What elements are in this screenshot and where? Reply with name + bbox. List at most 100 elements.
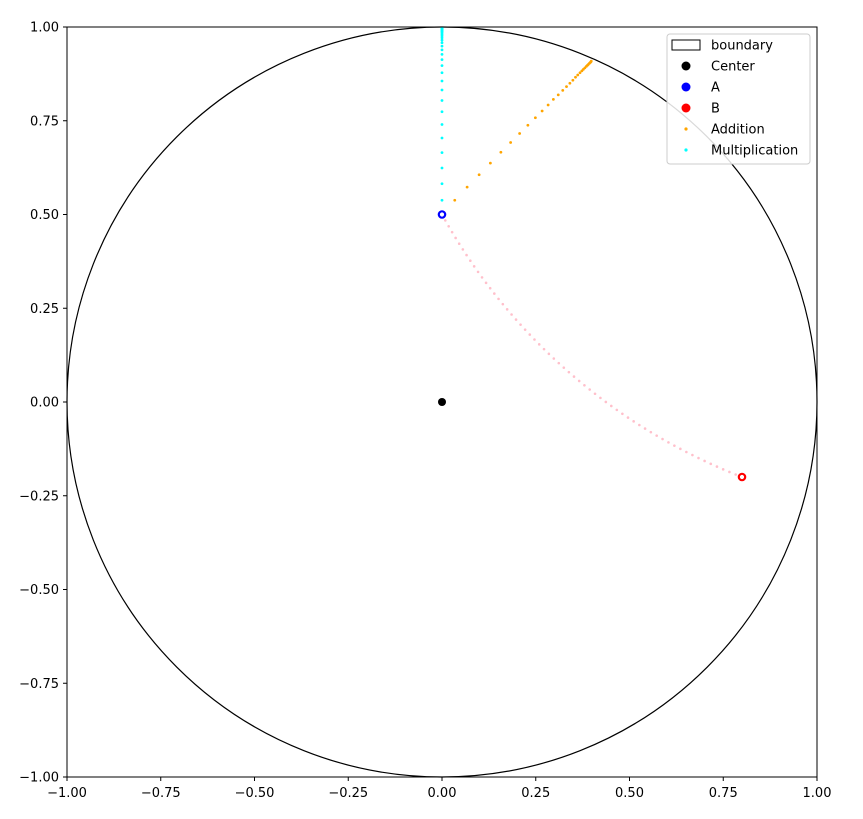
multiplication-point xyxy=(440,198,444,202)
multiplication-point xyxy=(440,79,444,83)
addition-point xyxy=(561,88,565,92)
geodesic-point xyxy=(661,437,664,441)
addition-point xyxy=(488,161,492,165)
addition-point xyxy=(546,103,550,107)
y-tick-label: 0.75 xyxy=(30,114,59,129)
geodesic-point xyxy=(593,392,597,396)
geodesic-point xyxy=(472,265,476,268)
geodesic-point xyxy=(476,270,480,274)
geodesic-point xyxy=(588,388,591,391)
multiplication-point xyxy=(440,41,444,45)
geodesic-point xyxy=(583,384,586,387)
multiplication-point xyxy=(440,99,444,102)
legend-label-center: Center xyxy=(711,60,755,75)
x-tick-label: 1.00 xyxy=(803,786,832,801)
addition-point xyxy=(574,75,577,79)
legend-swatch-a xyxy=(681,82,691,92)
geodesic-point xyxy=(734,473,737,476)
legend: boundary Center AB Addition Multiplication xyxy=(666,33,811,165)
geodesic-point xyxy=(703,459,706,463)
geodesic-point xyxy=(721,468,725,471)
multiplication-point xyxy=(440,123,444,126)
legend-label-b: B xyxy=(711,102,720,117)
geodesic-point xyxy=(667,441,670,444)
y-tick-label: 1.00 xyxy=(30,21,59,36)
addition-point xyxy=(551,97,555,101)
addition-point xyxy=(576,73,580,77)
geodesic-point xyxy=(447,225,450,228)
legend-swatch-multiplication xyxy=(684,148,688,152)
geodesic-point xyxy=(501,302,505,306)
x-tick-label: −0.25 xyxy=(328,786,368,801)
geodesic-point xyxy=(615,408,619,412)
geodesic-point xyxy=(528,333,532,336)
multiplication-point xyxy=(440,110,444,114)
geodesic-point xyxy=(673,444,676,447)
multiplication-point xyxy=(440,48,444,52)
geodesic-point xyxy=(599,396,602,400)
geodesic-point xyxy=(679,447,682,451)
addition-point xyxy=(540,109,544,113)
geodesic-point xyxy=(519,323,522,326)
y-tick-label: −1.00 xyxy=(19,771,59,786)
y-tick-label: −0.75 xyxy=(19,677,59,692)
geodesic-point xyxy=(567,370,571,374)
geodesic-point xyxy=(604,400,608,404)
multiplication-point xyxy=(440,71,444,75)
legend-swatch-center xyxy=(681,61,691,71)
legend-swatch-b xyxy=(681,103,691,113)
y-tick-label: 0.00 xyxy=(30,396,59,411)
legend-box xyxy=(666,33,811,165)
legend-label-multiplication: Multiplication xyxy=(711,144,798,159)
multiplication-point xyxy=(440,151,444,155)
geodesic-point xyxy=(450,230,454,234)
axes-frame xyxy=(66,26,818,778)
legend-label-a: A xyxy=(711,81,720,96)
x-tick-label: −0.50 xyxy=(235,786,275,801)
geodesic-point xyxy=(610,404,613,408)
multiplication-point xyxy=(440,88,444,92)
addition-point xyxy=(578,71,582,75)
geodesic-point xyxy=(469,259,472,263)
x-tick-label: 0.50 xyxy=(615,786,644,801)
geodesic-point xyxy=(649,430,653,434)
geodesic-point xyxy=(454,236,457,240)
addition-point xyxy=(465,185,469,189)
geodesic-point xyxy=(484,281,488,285)
geodesic-point xyxy=(444,219,447,222)
addition-point xyxy=(526,123,530,127)
legend-label-boundary: boundary xyxy=(711,39,773,54)
point-b xyxy=(737,472,747,482)
addition-point xyxy=(533,116,537,120)
geodesic-point xyxy=(572,375,576,378)
geodesic-point xyxy=(643,427,647,430)
center-point xyxy=(438,398,446,406)
geodesic-point xyxy=(655,434,658,437)
geodesic-point xyxy=(715,465,719,468)
geodesic-point xyxy=(514,318,518,321)
geodesic-point xyxy=(557,361,561,365)
geodesic-point xyxy=(638,423,641,427)
geodesic-point xyxy=(577,379,581,383)
geodesic-point xyxy=(497,297,500,301)
addition-point xyxy=(453,198,457,202)
y-tick-label: 0.25 xyxy=(30,302,59,317)
addition-point xyxy=(571,78,575,82)
geodesic-point xyxy=(697,456,700,460)
geodesic-point xyxy=(542,347,546,351)
geodesic-point xyxy=(562,366,566,369)
x-tick-label: 0.75 xyxy=(709,786,738,801)
geodesic-point xyxy=(728,470,731,474)
geodesic-point xyxy=(685,450,688,454)
legend-label-addition: Addition xyxy=(711,123,765,138)
geodesic-point xyxy=(493,292,496,295)
y-tick-label: 0.50 xyxy=(30,208,59,223)
addition-point xyxy=(509,141,513,144)
geodesic-point xyxy=(461,248,465,251)
geodesic-point xyxy=(626,416,630,419)
x-tick-label: −1.00 xyxy=(47,786,87,801)
geodesic-point xyxy=(632,420,635,423)
geodesic-point xyxy=(537,343,541,346)
multiplication-point xyxy=(440,44,444,48)
